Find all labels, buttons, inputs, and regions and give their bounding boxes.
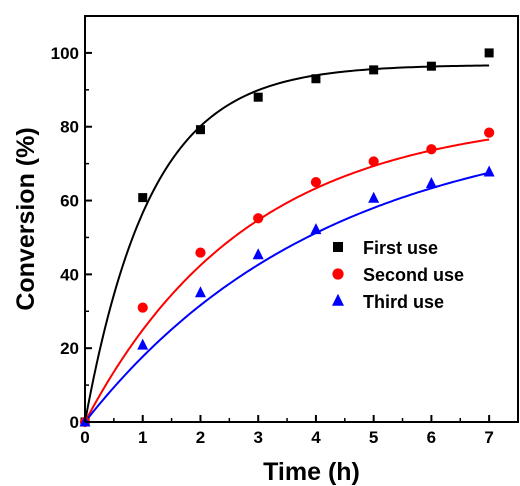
data-point-series-3 xyxy=(194,286,206,298)
legend-marker-3 xyxy=(332,293,344,306)
y-tick-label-60: 60 xyxy=(60,192,79,211)
data-point-series-3 xyxy=(310,223,322,235)
data-point-series-2 xyxy=(137,302,148,313)
x-tick-label-6: 6 xyxy=(427,428,436,447)
data-point-series-2 xyxy=(310,176,322,188)
data-point-series-1 xyxy=(369,65,379,75)
fit-curve-series-1 xyxy=(84,64,490,423)
data-point-series-1 xyxy=(426,61,436,71)
data-point-series-1 xyxy=(484,48,494,58)
fit-curve-series-3 xyxy=(84,171,490,423)
legend-label-1: First use xyxy=(363,238,438,258)
data-point-series-3 xyxy=(368,191,380,203)
x-tick-label-5: 5 xyxy=(369,428,378,447)
data-point-series-3 xyxy=(483,165,495,177)
data-point-series-1 xyxy=(311,74,321,84)
data-point-series-1 xyxy=(195,125,205,135)
data-point-series-1 xyxy=(138,193,148,203)
y-tick-label-0: 0 xyxy=(70,413,79,432)
fit-curve-series-2 xyxy=(84,138,490,423)
data-point-series-1 xyxy=(253,92,263,102)
y-axis-title: Conversion (%) xyxy=(12,127,40,310)
data-point-series-3 xyxy=(425,176,437,188)
data-point-series-2 xyxy=(484,127,495,138)
y-tick-label-40: 40 xyxy=(60,265,79,284)
y-tick-label-80: 80 xyxy=(60,118,79,137)
data-point-series-2 xyxy=(368,156,379,167)
x-tick-label-4: 4 xyxy=(311,428,321,447)
data-point-series-3 xyxy=(252,248,264,260)
x-axis-title: Time (h) xyxy=(263,458,360,486)
data-point-series-2 xyxy=(195,247,206,258)
y-tick-label-20: 20 xyxy=(60,339,79,358)
data-point-series-3 xyxy=(137,338,149,350)
legend-label-3: Third use xyxy=(363,292,444,312)
x-tick-label-1: 1 xyxy=(138,428,147,447)
data-point-series-2 xyxy=(253,213,264,224)
legend-label-2: Second use xyxy=(363,265,464,285)
x-tick-label-3: 3 xyxy=(253,428,262,447)
data-point-series-2 xyxy=(426,144,437,155)
legend-marker-1 xyxy=(333,242,343,252)
legend-marker-2 xyxy=(332,268,344,280)
y-tick-label-100: 100 xyxy=(51,44,79,63)
x-tick-label-0: 0 xyxy=(80,428,89,447)
plot-frame xyxy=(84,15,519,423)
x-tick-label-7: 7 xyxy=(484,428,493,447)
x-tick-label-2: 2 xyxy=(196,428,205,447)
